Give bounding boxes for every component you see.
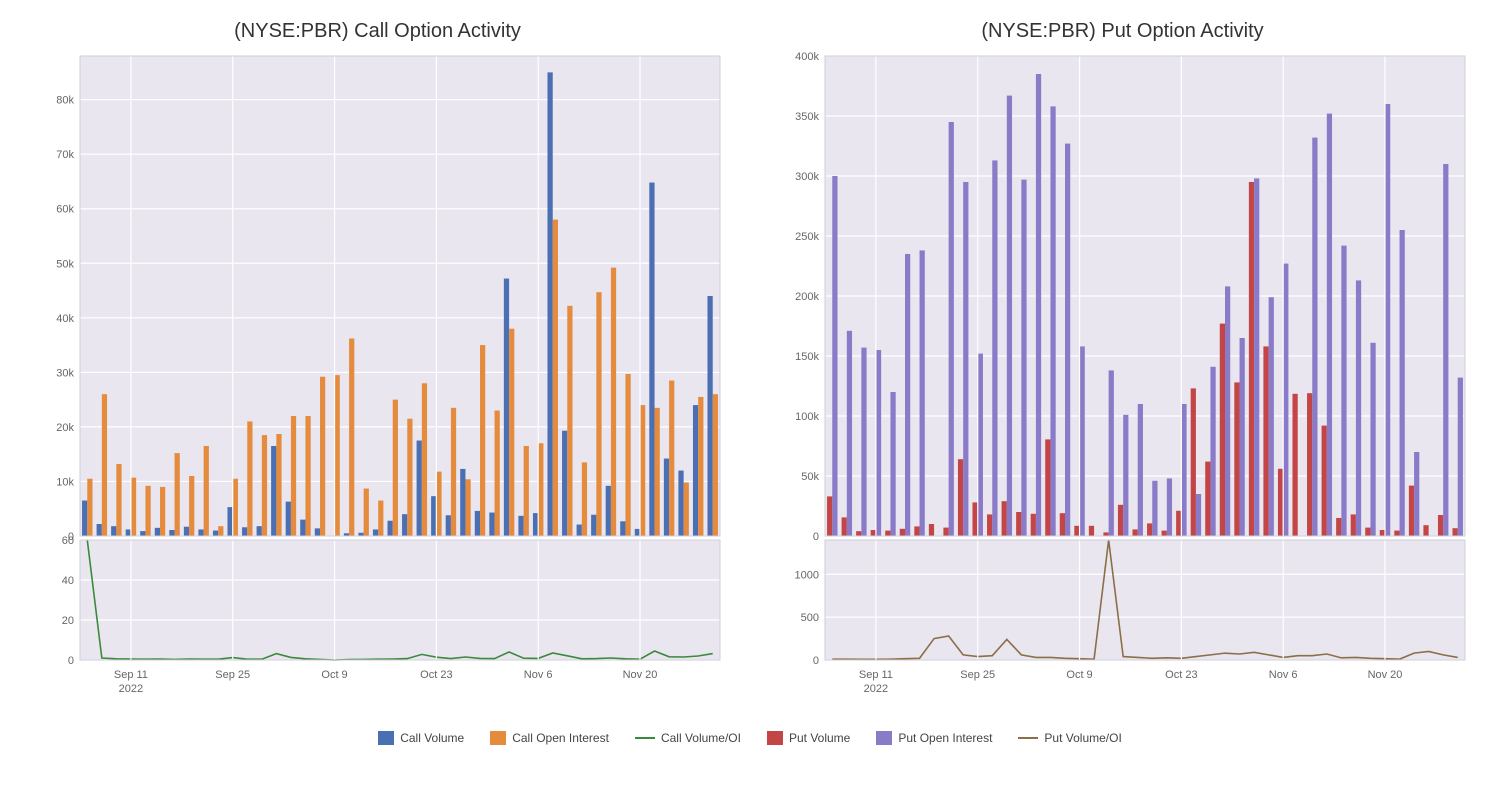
put-panel: (NYSE:PBR) Put Option Activity 0 50k 100k 1… xyxy=(765,20,1480,721)
legend-swatch xyxy=(378,731,394,745)
svg-text:Sep 11: Sep 11 xyxy=(114,669,148,681)
svg-text:350k: 350k xyxy=(795,111,819,123)
svg-text:Nov 20: Nov 20 xyxy=(1368,669,1403,681)
legend-swatch xyxy=(490,731,506,745)
svg-text:40k: 40k xyxy=(56,313,74,325)
svg-text:100k: 100k xyxy=(795,411,819,423)
legend-swatch xyxy=(635,737,655,739)
svg-text:20k: 20k xyxy=(56,422,74,434)
svg-text:50k: 50k xyxy=(56,258,74,270)
svg-text:500: 500 xyxy=(801,612,819,624)
put-svg: 0 50k 100k 150k 200k 250k 300k 350k 400k 0 500 1000… xyxy=(765,51,1475,721)
svg-text:Nov 20: Nov 20 xyxy=(623,669,658,681)
legend-item: Put Volume xyxy=(767,731,850,745)
svg-text:2022: 2022 xyxy=(119,683,143,695)
svg-text:1000: 1000 xyxy=(795,569,819,581)
svg-text:150k: 150k xyxy=(795,351,819,363)
legend-label: Call Open Interest xyxy=(512,731,609,745)
svg-text:60k: 60k xyxy=(56,204,74,216)
legend-swatch xyxy=(876,731,892,745)
svg-text:200k: 200k xyxy=(795,291,819,303)
svg-text:Nov 6: Nov 6 xyxy=(1269,669,1298,681)
legend-swatch xyxy=(767,731,783,745)
chart-grid: (NYSE:PBR) Call Option Activity 0 10k 20k 3… xyxy=(20,20,1480,721)
call-chart-wrap: 010k20k30k40k50k60k70k80k0204060Sep 11Se… xyxy=(20,51,735,721)
svg-text:Sep 11: Sep 11 xyxy=(859,669,893,681)
svg-text:Oct 23: Oct 23 xyxy=(420,669,452,681)
put-title: (NYSE:PBR) Put Option Activity xyxy=(765,20,1480,43)
svg-text:0: 0 xyxy=(813,531,819,543)
svg-text:Nov 6: Nov 6 xyxy=(524,669,553,681)
svg-text:Sep 25: Sep 25 xyxy=(215,669,250,681)
svg-text:250k: 250k xyxy=(795,231,819,243)
legend-item: Call Open Interest xyxy=(490,731,609,745)
legend-label: Put Volume/OI xyxy=(1044,731,1121,745)
legend-label: Put Open Interest xyxy=(898,731,992,745)
svg-text:60: 60 xyxy=(62,535,74,547)
put-chart-wrap: 0 50k 100k 150k 200k 250k 300k 350k 400k 0 500 1000… xyxy=(765,51,1480,721)
legend-label: Call Volume xyxy=(400,731,464,745)
svg-text:70k: 70k xyxy=(56,149,74,161)
call-panel: (NYSE:PBR) Call Option Activity 0 10k 20k 3… xyxy=(20,20,735,721)
legend-item: Put Volume/OI xyxy=(1018,731,1121,745)
svg-text:Oct 9: Oct 9 xyxy=(321,669,347,681)
legend-item: Put Open Interest xyxy=(876,731,992,745)
svg-text:2022: 2022 xyxy=(864,683,888,695)
svg-text:10k: 10k xyxy=(56,476,74,488)
call-title: (NYSE:PBR) Call Option Activity xyxy=(20,20,735,43)
svg-text:0: 0 xyxy=(813,655,819,667)
svg-text:80k: 80k xyxy=(56,95,74,107)
call-svg: 010k20k30k40k50k60k70k80k0204060Sep 11Se… xyxy=(20,51,730,721)
svg-text:Oct 23: Oct 23 xyxy=(1165,669,1197,681)
legend-swatch xyxy=(1018,737,1038,739)
legend-label: Put Volume xyxy=(789,731,850,745)
legend-label: Call Volume/OI xyxy=(661,731,741,745)
svg-text:300k: 300k xyxy=(795,171,819,183)
legend-item: Call Volume/OI xyxy=(635,731,741,745)
legend: Call Volume Call Open Interest Call Volume… xyxy=(20,731,1480,745)
svg-text:40: 40 xyxy=(62,575,74,587)
svg-text:30k: 30k xyxy=(56,367,74,379)
svg-text:Oct 9: Oct 9 xyxy=(1066,669,1092,681)
svg-text:0: 0 xyxy=(68,655,74,667)
svg-text:20: 20 xyxy=(62,615,74,627)
svg-text:Sep 25: Sep 25 xyxy=(960,669,995,681)
svg-text:400k: 400k xyxy=(795,51,819,63)
legend-item: Call Volume xyxy=(378,731,464,745)
svg-text:50k: 50k xyxy=(801,471,819,483)
